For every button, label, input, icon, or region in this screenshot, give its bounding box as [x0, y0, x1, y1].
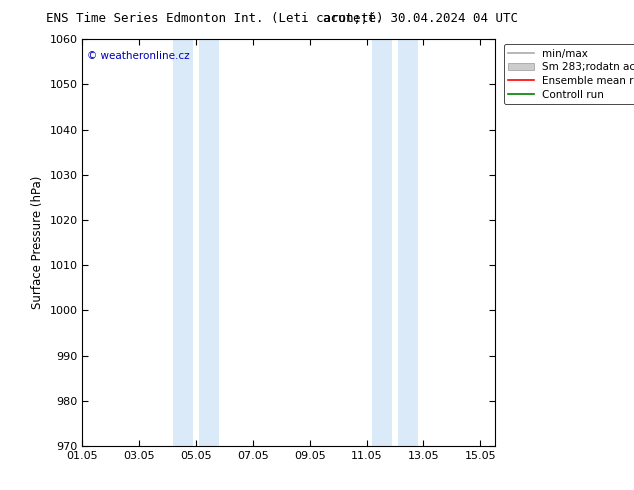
- Bar: [372, 39, 392, 446]
- Legend: min/max, Sm 283;rodatn acute; odchylka, Ensemble mean run, Controll run: min/max, Sm 283;rodatn acute; odchylka, …: [504, 45, 634, 104]
- Text: acute;t. 30.04.2024 04 UTC: acute;t. 30.04.2024 04 UTC: [323, 12, 518, 25]
- Text: © weatheronline.cz: © weatheronline.cz: [86, 51, 189, 61]
- Bar: [173, 39, 193, 446]
- Bar: [199, 39, 219, 446]
- Bar: [398, 39, 418, 446]
- Y-axis label: Surface Pressure (hPa): Surface Pressure (hPa): [31, 176, 44, 309]
- Text: ENS Time Series Edmonton Int. (Leti caron;tě): ENS Time Series Edmonton Int. (Leti caro…: [46, 12, 383, 25]
